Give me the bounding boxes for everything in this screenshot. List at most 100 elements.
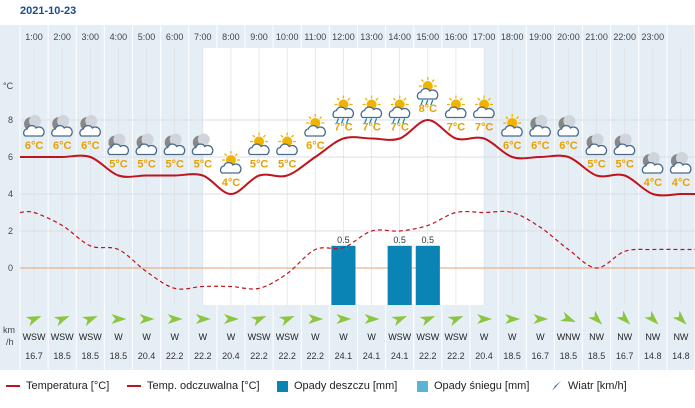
wind-arrow	[672, 310, 687, 325]
x-tick-label: 10:00	[276, 32, 299, 42]
wind-arrow-shape	[560, 311, 576, 323]
wind-direction: W	[227, 332, 236, 342]
wind-arrow	[391, 315, 408, 327]
cloud-shape	[219, 161, 242, 174]
rain-drop	[397, 118, 401, 124]
wind-arrow-shape	[616, 310, 631, 325]
y-axis-ticks: 0 2 4 6 8	[8, 115, 13, 273]
x-tick-label: 20:00	[557, 32, 580, 42]
legend: Temperatura [°C] Temp. odczuwalna [°C] O…	[0, 374, 695, 402]
x-tick-label: 2:00	[53, 32, 71, 42]
moon-cloud-icon	[613, 133, 636, 156]
temp-label: 5°C	[250, 159, 269, 171]
moon-cloud-icon	[585, 133, 608, 156]
moon-cloud-icon	[107, 133, 130, 156]
wind-arrow-shape	[167, 314, 183, 324]
rain-drop	[364, 118, 368, 124]
temp-label: 4°C	[222, 177, 241, 189]
wind-speed: 18.5	[503, 351, 521, 361]
wind-speed: 24.1	[335, 351, 353, 361]
rain-drop	[402, 118, 406, 124]
legend-snow-swatch	[417, 380, 428, 392]
night-region	[20, 48, 203, 305]
wind-direction: W	[536, 332, 545, 342]
cloud-shape	[23, 124, 45, 137]
wind-speed: 22.2	[307, 351, 325, 361]
moon-shade	[85, 115, 98, 127]
wind-arrow	[447, 315, 464, 327]
rain-label: 0.5	[337, 235, 350, 245]
cloud-shape	[473, 106, 495, 119]
rain-drop	[340, 118, 344, 124]
wind-arrow	[533, 314, 549, 324]
moon-cloud-icon	[529, 115, 551, 137]
wind-direction: WSW	[388, 332, 411, 342]
temperature-labels: 6°C 6°C 6°C 5°C 5°C 5°C 5°C 4°C 5°C 5°C 6°C 7°C 7°C 7…	[25, 103, 690, 189]
wind-speed: 14.8	[644, 351, 662, 361]
temperature-lines	[19, 118, 695, 290]
wind-direction: W	[339, 332, 348, 342]
temp-label: 6°C	[53, 140, 72, 152]
cloud-shape	[276, 143, 298, 156]
wind-speed: 16.7	[616, 351, 634, 361]
rain-drop	[392, 118, 396, 124]
moon-cloud-icon	[669, 152, 692, 174]
wind-arrow-shape	[278, 315, 295, 327]
temp-label: 5°C	[615, 159, 634, 171]
rain-bars: 0.5 0.5 0.5	[331, 235, 440, 305]
moon-shade	[535, 115, 548, 127]
wind-direction: WSW	[416, 332, 439, 342]
wind-speed: 24.1	[391, 351, 409, 361]
sun-cloud-icon	[276, 132, 298, 156]
moon-cloud-icon	[191, 133, 214, 156]
sun-rain-icon	[332, 95, 355, 124]
wind-direction: NW	[617, 332, 632, 342]
wind-arrow-shape	[81, 315, 98, 327]
wind-arrow-shape	[447, 315, 464, 327]
legend-snow: Opady śniegu [mm]	[417, 380, 529, 392]
legend-temperature: Temperatura [°C]	[6, 380, 109, 392]
wind-speed: 18.5	[110, 351, 128, 361]
wind-speed: 18.5	[588, 351, 606, 361]
cloud-shape	[248, 143, 270, 156]
wind-speed: 16.7	[532, 351, 550, 361]
cloud-shape	[613, 143, 636, 156]
wind-arrow	[278, 315, 295, 327]
wind-arrow-shape	[53, 315, 70, 327]
forecast-date: 2021-10-23	[20, 5, 77, 17]
wind-arrow	[250, 315, 267, 327]
wind-speed: 18.5	[560, 351, 578, 361]
rain-label: 0.5	[393, 235, 406, 245]
rain-drop	[345, 118, 349, 124]
wind-arrow	[477, 314, 493, 324]
cloud-shape	[135, 143, 158, 156]
wind-arrow-shape	[644, 310, 659, 325]
wind-arrow-shape	[364, 314, 380, 324]
wind-arrow-shape	[533, 314, 549, 324]
moon-shade	[647, 152, 660, 164]
temp-label: 4°C	[644, 177, 663, 189]
cloud-shape	[107, 143, 130, 156]
rain-drop	[369, 118, 373, 124]
wind-direction: WSW	[276, 332, 299, 342]
rain-drop	[425, 99, 429, 106]
wind-arrow	[111, 314, 127, 324]
wind-arrow-shape	[308, 314, 324, 324]
moon-shade	[141, 133, 154, 146]
rain-bar	[387, 245, 412, 305]
wind-speed: 24.1	[363, 351, 381, 361]
sun-rain-icon	[360, 95, 383, 124]
cloud-shape	[332, 106, 355, 119]
wind-arrow	[364, 314, 380, 324]
moon-cloud-icon	[135, 133, 158, 156]
temp-label: 7°C	[334, 122, 353, 134]
legend-feels-like: Temp. odczuwalna [°C]	[127, 380, 260, 392]
wind-direction: W	[199, 332, 208, 342]
wind-direction: W	[114, 332, 123, 342]
wind-arrow	[644, 310, 659, 325]
cloud-shape	[191, 143, 214, 156]
sun-ray	[403, 97, 407, 101]
temp-label: 5°C	[109, 159, 128, 171]
x-axis-ticks: 1:00 2:00 3:00 4:00 5:00 6:00 7:00 8:00 9:00 10:0…	[25, 32, 664, 42]
moon-cloud-icon	[79, 115, 101, 137]
